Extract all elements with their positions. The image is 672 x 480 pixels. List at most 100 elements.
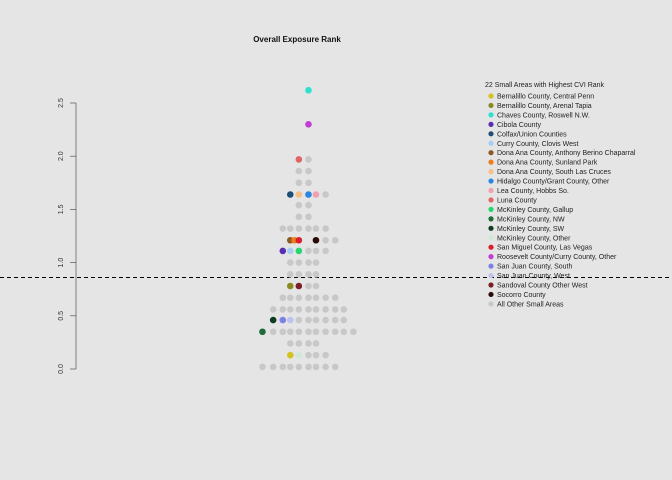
data-point [295,316,303,324]
legend-label: Dona Ana County, Sunland Park [497,160,598,167]
data-point [295,294,303,302]
legend-marker [488,244,494,250]
data-point [322,191,329,198]
legend-label: McKinley County, NW [497,216,565,223]
data-point [286,225,294,232]
legend-marker [488,225,494,231]
legend-label: Sandoval County Other West [497,283,588,290]
data-point [312,247,320,255]
data-point [331,316,339,324]
legend-label: Dona Ana County, Anthony Berino Chaparra… [497,150,636,157]
plot-points [259,86,357,371]
legend-marker [488,150,494,156]
data-point [295,225,303,232]
data-point [305,201,312,209]
data-point [305,225,312,232]
data-point [322,351,329,359]
legend-marker [488,291,494,298]
data-point [340,316,348,324]
data-point [295,340,303,347]
legend-marker [488,131,494,137]
data-point [286,306,294,313]
data-point [312,236,320,244]
data-point [286,271,294,278]
data-point [279,363,287,371]
data-point [312,271,320,278]
y-tick-label: 2.5 [58,98,65,108]
data-point [286,191,294,198]
data-point [295,328,303,336]
y-tick-label: 0.0 [58,364,65,374]
data-point [305,328,312,336]
data-point [312,316,320,324]
data-point [331,363,339,371]
data-point [295,201,303,209]
data-point [259,363,266,371]
data-point [305,120,312,128]
data-point [295,191,303,198]
data-point [340,328,348,336]
data-point [331,294,339,302]
legend-marker [488,206,494,212]
data-point [295,351,303,359]
data-point [312,306,320,313]
data-point [279,247,287,255]
data-point [312,363,320,371]
data-point [279,316,287,324]
data-point [286,316,294,324]
data-point [269,316,277,324]
y-tick-label: 2.0 [58,151,65,161]
data-point [322,236,329,244]
data-point [305,247,312,255]
legend-marker [488,159,494,165]
data-point [305,363,312,371]
y-tick-label: 0.5 [58,311,65,321]
data-point [295,282,303,290]
data-point [286,363,294,371]
data-point [312,328,320,336]
data-point [312,282,320,290]
legend-label: Roosevelt County/Curry County, Other [497,254,617,261]
data-point [322,316,329,324]
data-point [305,340,312,347]
legend-marker [488,178,494,184]
data-point [322,363,329,371]
data-point [305,213,312,221]
data-point [331,236,339,244]
data-point [295,247,303,255]
data-point [269,306,277,313]
legend-label: Chaves County, Roswell N.W. [497,112,590,119]
data-point [305,179,312,187]
data-point [286,294,294,302]
data-point [305,167,312,175]
data-point [312,294,320,302]
data-point [305,316,312,324]
data-point [295,213,303,221]
data-point [269,363,277,371]
data-point [286,351,294,359]
data-point [286,328,294,336]
legend-label: Bernalillo County, Arenal Tapia [497,103,592,110]
data-point [279,328,287,336]
data-point [295,259,303,266]
data-point [286,282,294,290]
legend-title: 22 Small Areas with Highest CVI Rank [485,82,605,89]
data-point [322,225,329,232]
legend-label: Colfax/Union Counties [497,131,567,138]
data-point [259,328,266,336]
data-point [295,271,303,278]
legend-label: San Juan County, West [497,273,570,280]
data-point [305,156,312,163]
data-point [305,351,312,359]
legend-marker [488,282,494,288]
data-point [312,340,320,347]
legend-label: Cibola County [497,122,541,129]
legend-label: All Other Small Areas [497,301,564,308]
data-point [295,236,303,244]
chart-title: Overall Exposure Rank [253,35,341,44]
data-point [322,247,329,255]
legend-label: McKinley County, SW [497,226,565,233]
legend-label: Curry County, Clovis West [497,141,578,148]
data-point [305,86,312,94]
